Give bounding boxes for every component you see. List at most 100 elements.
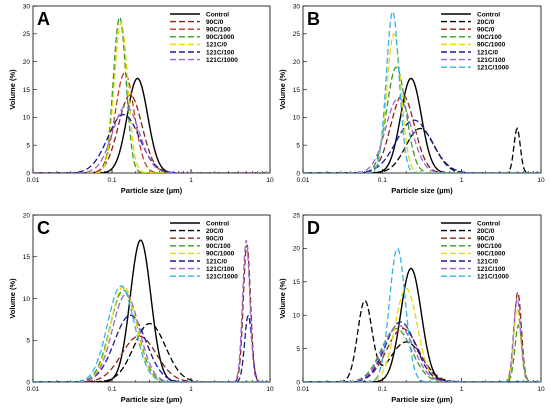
series-line-121c-0 (303, 119, 541, 173)
x-tick-label: 1 (189, 386, 193, 393)
series-line-90c-1000 (303, 32, 541, 173)
series-line-121c-1000 (303, 10, 541, 173)
chart-panel-b: 0.01 0.1 1 10 0 5 10 15 20 25 30 Particle size (µm)… (278, 3, 545, 195)
series-line-90c-100 (33, 72, 270, 173)
legend-entry: 121C/1000 (477, 274, 509, 281)
series-line-90c-0 (33, 244, 270, 382)
y-tick-label: 20 (293, 246, 301, 253)
series-line-121c-100 (303, 97, 541, 173)
x-tick-label: 10 (537, 386, 545, 393)
legend-entry: 20C/0 (477, 19, 495, 26)
y-tick-label: 5 (26, 338, 30, 345)
legend-entry: 20C/0 (206, 228, 224, 235)
legend-entry: 90C/0 (477, 27, 495, 34)
legend-entry: 90C/1000 (206, 251, 235, 258)
series-line-control (33, 77, 270, 173)
series-line-121c-100 (303, 296, 541, 382)
y-tick-label: 25 (293, 31, 301, 38)
x-tick-label: 10 (266, 177, 274, 184)
x-tick-label: 0.01 (297, 177, 310, 184)
y-tick-label: 0 (26, 379, 30, 386)
legend-entry: 90C/100 (206, 243, 231, 250)
plot-frame (302, 214, 542, 383)
legend-entry: 121C/1000 (477, 65, 509, 72)
legend-entry: 121C/0 (477, 49, 498, 56)
legend-entry: 90C/100 (206, 27, 231, 34)
legend-entry: 121C/100 (206, 266, 235, 273)
y-tick-label: 10 (293, 115, 301, 122)
x-tick-label: 0.1 (378, 177, 387, 184)
series-line-20c-0 (33, 322, 270, 382)
y-tick-label: 0 (296, 379, 300, 386)
x-tick-label: 0.1 (107, 177, 116, 184)
panel-label: B (307, 9, 320, 29)
panel-label: D (307, 218, 320, 238)
chart-panel-a: 0.01 0.1 1 10 0 5 10 15 20 25 30 Particle size (µm)… (8, 3, 274, 195)
legend-entry: 20C/0 (477, 228, 495, 235)
legend-entry: 90C/1000 (206, 34, 235, 41)
series-group (33, 239, 270, 382)
series-group (303, 10, 541, 173)
y-tick-label: 15 (23, 87, 31, 94)
x-axis-title: Particle size (µm) (121, 186, 183, 195)
panel-label: C (37, 218, 50, 238)
y-tick-label: 30 (23, 3, 31, 10)
y-axis-title: Volume (%) (8, 69, 17, 110)
legend-entry: Control (206, 11, 229, 18)
series-line-121c-1000 (33, 105, 270, 173)
y-tick-label: 5 (296, 142, 300, 149)
series-line-90c-1000 (303, 287, 541, 382)
legend-entry: 90C/0 (477, 236, 495, 243)
series-group (33, 16, 270, 173)
y-tick-label: 5 (296, 346, 300, 353)
y-axis-title: Volume (%) (278, 69, 287, 110)
plot-frame (302, 5, 542, 174)
y-tick-label: 20 (23, 212, 31, 219)
legend-entry: 121C/1000 (206, 274, 238, 281)
chart-panel-c: 0.01 0.1 1 10 0 5 10 15 20 Particle size (µm) Volu… (8, 212, 274, 404)
x-tick-label: 0.1 (107, 386, 116, 393)
legend-entry: 90C/0 (206, 236, 224, 243)
y-tick-label: 15 (23, 254, 31, 261)
legend-entry: 90C/1000 (477, 42, 506, 49)
legend-entry: 121C/100 (477, 57, 506, 64)
series-line-121c-0 (33, 21, 270, 173)
legend-entry: 121C/100 (477, 266, 506, 273)
series-line-90c-0 (33, 94, 270, 173)
panel-label: A (37, 9, 50, 29)
y-tick-label: 10 (23, 296, 31, 303)
series-line-121c-1000 (33, 285, 270, 382)
y-axis-title: Volume (%) (8, 278, 17, 319)
x-tick-label: 0.01 (27, 177, 40, 184)
legend-entry: Control (477, 220, 500, 227)
y-tick-label: 15 (293, 279, 301, 286)
x-tick-label: 1 (460, 177, 464, 184)
series-line-121c-0 (303, 321, 541, 382)
chart-panel-d: 0.01 0.1 1 10 0 5 10 15 20 25 Particle size (µm) Vo… (278, 212, 545, 404)
y-tick-label: 0 (296, 170, 300, 177)
series-line-121c-100 (33, 239, 270, 382)
series-line-90c-0 (303, 291, 541, 382)
y-tick-label: 15 (293, 87, 301, 94)
x-tick-label: 1 (189, 177, 193, 184)
series-line-90c-1000 (33, 16, 270, 173)
series-line-121c-0 (33, 313, 270, 382)
x-tick-label: 0.01 (27, 386, 40, 393)
series-line-control (303, 267, 541, 382)
y-tick-label: 10 (293, 313, 301, 320)
legend-entry: 121C/0 (206, 42, 227, 49)
x-axis-title: Particle size (µm) (391, 186, 453, 195)
legend-entry: 121C/0 (477, 258, 498, 265)
x-axis-title: Particle size (µm) (391, 395, 453, 404)
series-line-90c-0 (303, 94, 541, 173)
x-tick-label: 0.01 (297, 386, 310, 393)
legend: Control20C/090C/090C/10090C/1000121C/012… (170, 220, 238, 281)
y-tick-label: 25 (293, 212, 301, 219)
y-tick-label: 20 (293, 59, 301, 66)
series-line-20c-0 (303, 299, 541, 382)
x-tick-label: 10 (537, 177, 545, 184)
legend-entry: Control (206, 220, 229, 227)
legend: Control20C/090C/090C/10090C/1000121C/012… (441, 11, 509, 72)
series-line-90c-100 (303, 66, 541, 173)
